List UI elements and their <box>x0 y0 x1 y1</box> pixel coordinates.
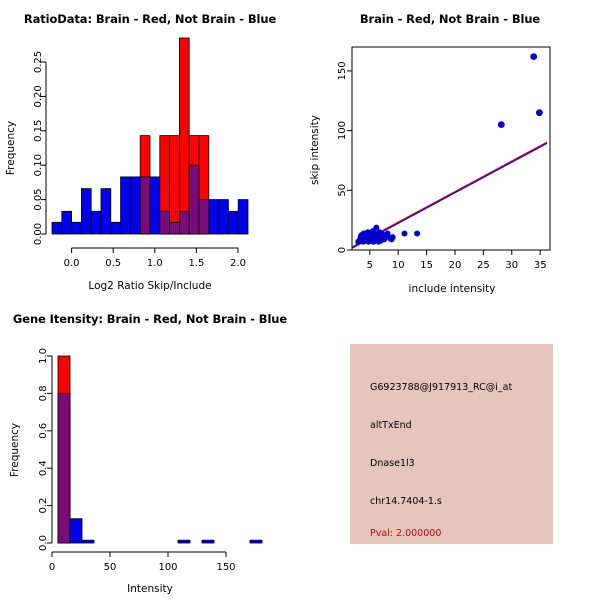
svg-text:150: 150 <box>216 562 235 573</box>
svg-text:1.5: 1.5 <box>188 258 204 269</box>
svg-text:1.0: 1.0 <box>147 258 163 269</box>
ratio-y-axis: 0.25 0.20 0.15 0.10 0.05 0.00 Frequency <box>5 51 47 245</box>
svg-text:0.10: 0.10 <box>33 154 44 176</box>
svg-text:0.0: 0.0 <box>38 535 49 551</box>
gene-x-axis-label: Intensity <box>127 583 173 595</box>
ratio-histogram-svg: 0.25 0.20 0.15 0.10 0.05 0.00 Frequency <box>5 37 249 292</box>
svg-text:15: 15 <box>420 260 433 271</box>
ratio-x-axis: 0.0 0.5 1.0 1.5 2.0 Log2 Ratio Skip/Incl… <box>64 247 246 292</box>
scatter-fit-lines <box>351 141 548 249</box>
svg-text:0: 0 <box>49 562 55 573</box>
pval-text: Pval: 2.000000 <box>370 528 442 539</box>
ratio-y-axis-label: Frequency <box>5 121 17 175</box>
gene-y-axis: 1.0 0.8 0.6 0.4 0.2 0.0 Frequency <box>9 348 53 551</box>
panel-probe-info: G6923788@J917913_RC@i_at altTxEnd Dnase1… <box>300 300 600 600</box>
panel-gene-intensity-histogram: Gene Itensity: Brain - Red, Not Brain - … <box>0 300 300 600</box>
svg-text:100: 100 <box>337 121 348 140</box>
probe-info-box: G6923788@J917913_RC@i_at altTxEnd Dnase1… <box>350 344 553 544</box>
svg-text:20: 20 <box>449 260 462 271</box>
gene-x-axis: 0 50 100 150 Intensity <box>49 551 236 595</box>
svg-text:0.20: 0.20 <box>33 85 44 107</box>
svg-text:2.0: 2.0 <box>230 258 246 269</box>
svg-text:25: 25 <box>477 260 490 271</box>
panel-ratio-histogram: RatioData: Brain - Red, Not Brain - Blue… <box>0 0 300 300</box>
svg-text:0.0: 0.0 <box>64 258 80 269</box>
scatter-y-axis-label: skip intensity <box>309 115 321 185</box>
svg-text:30: 30 <box>505 260 518 271</box>
svg-text:0.25: 0.25 <box>33 51 44 73</box>
ratio-x-axis-label: Log2 Ratio Skip/Include <box>88 280 211 292</box>
scatter-plot-box <box>351 46 551 251</box>
svg-text:50: 50 <box>104 562 117 573</box>
svg-text:100: 100 <box>158 562 177 573</box>
event-type-text: altTxEnd <box>370 420 412 431</box>
svg-text:50: 50 <box>337 184 348 197</box>
svg-text:0.8: 0.8 <box>38 385 49 401</box>
scatter-x-axis-label: include intensity <box>409 283 496 295</box>
gene-symbol-text: Dnase1l3 <box>370 458 415 469</box>
ratio-histogram-title: RatioData: Brain - Red, Not Brain - Blue <box>23 12 277 26</box>
svg-text:0.6: 0.6 <box>38 423 49 439</box>
svg-text:5: 5 <box>367 260 373 271</box>
svg-text:0.2: 0.2 <box>38 498 49 514</box>
ratio-bars-overlap <box>139 164 210 235</box>
svg-text:0.15: 0.15 <box>33 120 44 142</box>
svg-text:0: 0 <box>337 247 348 253</box>
svg-text:1.0: 1.0 <box>38 348 49 364</box>
scatter-title: Brain - Red, Not Brain - Blue <box>359 12 541 26</box>
svg-text:0.00: 0.00 <box>33 223 44 245</box>
svg-text:0.5: 0.5 <box>105 258 121 269</box>
svg-text:35: 35 <box>534 260 547 271</box>
scatter-x-axis: 5 10 15 20 25 30 35 include intensity <box>367 249 547 295</box>
scatter-y-axis: 0 50 100 150 skip intensity <box>309 61 352 253</box>
locus-text: chr14.7404-1.s <box>370 496 442 507</box>
svg-text:0.05: 0.05 <box>33 188 44 210</box>
gene-histogram-title: Gene Itensity: Brain - Red, Not Brain - … <box>12 312 288 326</box>
probe-id-text: G6923788@J917913_RC@i_at <box>370 382 513 393</box>
gene-bars <box>57 355 263 544</box>
probe-info-lines: G6923788@J917913_RC@i_at altTxEnd Dnase1… <box>350 344 553 544</box>
scatter-svg: 0 50 100 150 skip intensity <box>309 46 551 295</box>
svg-text:0.4: 0.4 <box>38 460 49 476</box>
panel-intensity-scatter: Brain - Red, Not Brain - Blue 0 50 100 1… <box>300 0 600 300</box>
svg-text:150: 150 <box>337 61 348 80</box>
gene-y-axis-label: Frequency <box>9 423 21 477</box>
svg-text:10: 10 <box>392 260 405 271</box>
gene-histogram-svg: 1.0 0.8 0.6 0.4 0.2 0.0 Frequency <box>9 348 263 595</box>
scatter-points <box>355 53 543 245</box>
